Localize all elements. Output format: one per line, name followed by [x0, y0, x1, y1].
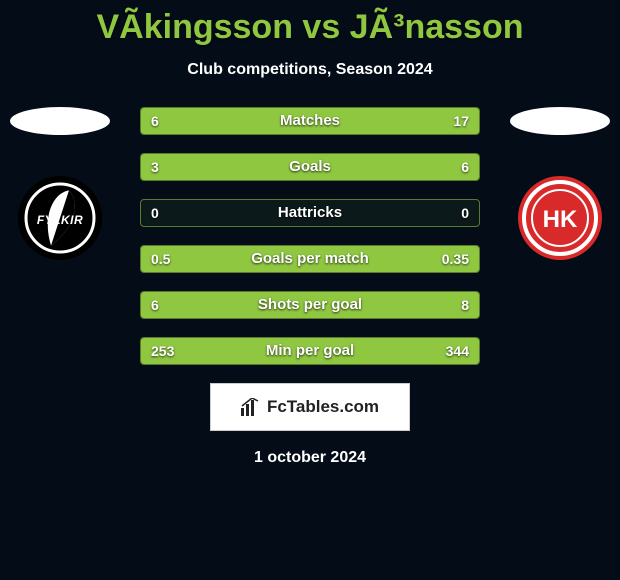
bar-value-right: 8 — [451, 292, 479, 318]
bar-value-right: 6 — [451, 154, 479, 180]
comparison-area: FYLKIR HK Matches617Goals36Hattricks00Go… — [0, 107, 620, 365]
brand-text: FcTables.com — [267, 397, 379, 417]
bar-label: Matches — [141, 108, 479, 134]
left-crest-text: FYLKIR — [17, 213, 103, 227]
bar-value-left: 0.5 — [141, 246, 180, 272]
stat-row: Hattricks0 0 — [140, 199, 480, 227]
bar-value-right: 0.35 — [432, 246, 479, 272]
left-flag — [10, 107, 110, 135]
chart-icon — [241, 398, 261, 416]
date-text: 1 october 2024 — [0, 449, 620, 467]
bar-value-right: 344 — [436, 338, 479, 364]
stat-row: Min per goal253 344 — [140, 337, 480, 365]
left-crest: FYLKIR — [17, 175, 103, 261]
stat-row: Matches6 17 — [140, 107, 480, 135]
bar-label: Hattricks — [141, 200, 479, 226]
bar-label: Goals — [141, 154, 479, 180]
bar-value-left: 6 — [141, 108, 169, 134]
right-crest: HK — [517, 175, 603, 261]
bar-value-left: 3 — [141, 154, 169, 180]
right-flag — [510, 107, 610, 135]
bar-label: Shots per goal — [141, 292, 479, 318]
bar-value-left: 253 — [141, 338, 184, 364]
right-crest-icon: HK — [517, 175, 603, 261]
stat-bars: Matches617Goals36Hattricks00Goals per ma… — [140, 107, 480, 365]
bar-label: Min per goal — [141, 338, 479, 364]
bar-value-left: 0 — [141, 200, 169, 226]
bar-value-left: 6 — [141, 292, 169, 318]
bar-value-right: 0 — [451, 200, 479, 226]
bar-value-right: 17 — [443, 108, 479, 134]
stat-row: Shots per goal6 8 — [140, 291, 480, 319]
page-title: VÃkingsson vs JÃ³nasson — [0, 0, 620, 47]
subtitle: Club competitions, Season 2024 — [0, 61, 620, 79]
svg-text:HK: HK — [543, 206, 578, 233]
left-column: FYLKIR — [0, 107, 120, 261]
right-column: HK — [500, 107, 620, 261]
bar-label: Goals per match — [141, 246, 479, 272]
stat-row: Goals3 6 — [140, 153, 480, 181]
brand-logo: FcTables.com — [210, 383, 410, 431]
stat-row: Goals per match0.5 0.35 — [140, 245, 480, 273]
